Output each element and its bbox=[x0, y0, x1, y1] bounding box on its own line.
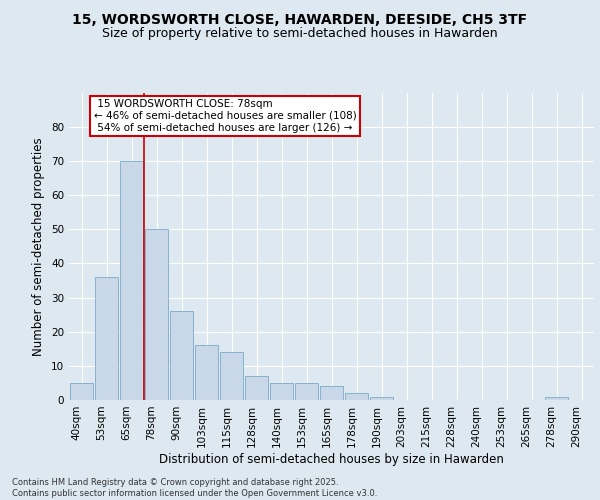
Bar bbox=[95, 277, 118, 400]
Bar bbox=[70, 383, 93, 400]
Bar bbox=[545, 396, 568, 400]
Text: 15 WORDSWORTH CLOSE: 78sqm
← 46% of semi-detached houses are smaller (108)
 54% : 15 WORDSWORTH CLOSE: 78sqm ← 46% of semi… bbox=[94, 100, 357, 132]
Bar bbox=[245, 376, 268, 400]
Text: Size of property relative to semi-detached houses in Hawarden: Size of property relative to semi-detach… bbox=[102, 28, 498, 40]
Y-axis label: Number of semi-detached properties: Number of semi-detached properties bbox=[32, 137, 46, 356]
Bar bbox=[120, 161, 143, 400]
Bar bbox=[320, 386, 343, 400]
Bar bbox=[295, 383, 318, 400]
Bar bbox=[195, 346, 218, 400]
Text: Contains HM Land Registry data © Crown copyright and database right 2025.
Contai: Contains HM Land Registry data © Crown c… bbox=[12, 478, 377, 498]
Bar bbox=[170, 311, 193, 400]
X-axis label: Distribution of semi-detached houses by size in Hawarden: Distribution of semi-detached houses by … bbox=[159, 452, 504, 466]
Text: 15, WORDSWORTH CLOSE, HAWARDEN, DEESIDE, CH5 3TF: 15, WORDSWORTH CLOSE, HAWARDEN, DEESIDE,… bbox=[73, 12, 527, 26]
Bar bbox=[145, 229, 168, 400]
Bar bbox=[220, 352, 243, 400]
Bar bbox=[345, 393, 368, 400]
Bar bbox=[270, 383, 293, 400]
Bar bbox=[370, 396, 393, 400]
